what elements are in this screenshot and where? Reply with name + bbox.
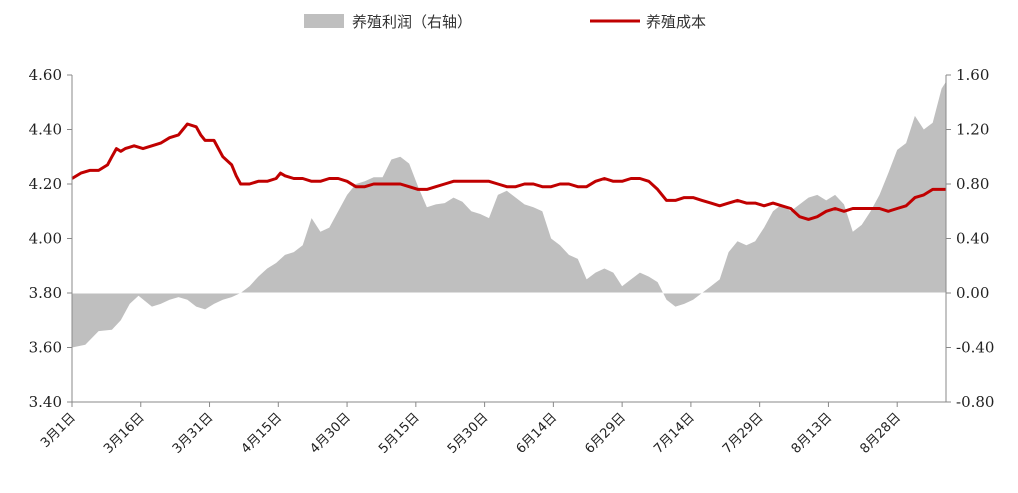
x-tick-label: 3月1日 [38, 410, 79, 451]
x-tick-label: 4月30日 [307, 410, 354, 457]
plot-area [71, 81, 946, 348]
legend-swatch-profit [304, 14, 344, 28]
series-area-profit [72, 81, 946, 348]
x-tick-label: 5月30日 [445, 410, 492, 457]
left-tick-label: 4.60 [29, 66, 62, 84]
x-tick-label: 3月16日 [101, 410, 148, 457]
right-tick-label: 0.80 [956, 175, 989, 193]
left-tick-label: 3.60 [29, 339, 62, 357]
right-tick-label: 0.40 [956, 230, 989, 248]
left-tick-label: 4.00 [29, 230, 62, 248]
right-tick-label: -0.40 [956, 339, 994, 357]
x-tick-label: 7月29日 [720, 410, 767, 457]
right-tick-label: 1.20 [956, 121, 989, 139]
right-tick-label: -0.80 [956, 393, 994, 411]
legend-label-profit: 养殖利润（右轴） [352, 13, 472, 31]
x-tick-label: 7月14日 [651, 410, 698, 457]
x-tick-label: 3月31日 [170, 410, 217, 457]
left-tick-label: 3.40 [29, 393, 62, 411]
left-tick-label: 3.80 [29, 284, 62, 302]
left-tick-label: 4.40 [29, 121, 62, 139]
left-tick-label: 4.20 [29, 175, 62, 193]
x-tick-label: 6月29日 [582, 410, 629, 457]
x-tick-label: 8月13日 [789, 410, 836, 457]
x-tick-label: 4月15日 [239, 410, 286, 457]
series-line-cost [71, 122, 946, 221]
legend: 养殖利润（右轴） 养殖成本 [304, 13, 706, 31]
right-tick-label: 1.60 [956, 66, 989, 84]
x-tick-label: 8月28日 [857, 410, 904, 457]
right-tick-label: 0.00 [956, 284, 989, 302]
x-tick-label: 6月14日 [514, 410, 561, 457]
x-tick-label: 5月15日 [376, 410, 423, 457]
legend-label-cost: 养殖成本 [646, 13, 706, 31]
